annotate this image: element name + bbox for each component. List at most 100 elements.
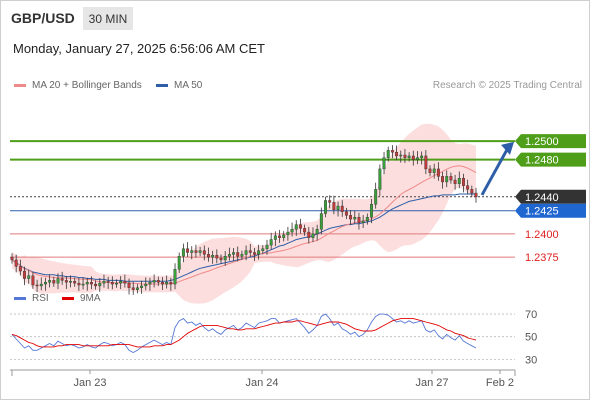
level-tag-1.2425: [515, 203, 586, 218]
candle-body: [69, 281, 72, 283]
candle-body: [89, 282, 93, 285]
x-tick-label-2: Jan 27: [415, 377, 448, 389]
level-tag-1.2440: [515, 189, 586, 204]
level-label-1.2375: 1.2375: [525, 252, 559, 264]
candle-body: [361, 220, 365, 223]
projection-arrow: [480, 147, 510, 196]
candle-body: [449, 176, 453, 181]
candle-body: [207, 254, 210, 258]
candle-body: [370, 204, 373, 218]
candle-body: [135, 287, 139, 290]
candle-body: [35, 284, 39, 287]
legend-ma50-label: MA 50: [174, 80, 203, 91]
candle-body: [344, 211, 348, 216]
candle-body: [286, 231, 290, 236]
candle-body: [56, 278, 60, 284]
candle-body: [411, 155, 415, 160]
candle-body: [257, 250, 261, 255]
candle-body: [324, 200, 327, 214]
candle-body: [390, 150, 394, 153]
candle-body: [298, 224, 302, 229]
candle-body: [119, 281, 123, 284]
candle-body: [64, 280, 68, 283]
candle-body: [94, 283, 98, 287]
candle-body: [181, 248, 185, 257]
candle-body: [52, 280, 56, 284]
candle-body: [60, 278, 64, 281]
candle-body: [177, 256, 181, 270]
legend-bollinger-label: MA 20 + Bollinger Bands: [32, 80, 142, 91]
level-label-1.2425: 1.2425: [525, 206, 559, 218]
candle-body: [219, 257, 223, 261]
rsi-ma-line: [11, 318, 477, 348]
candle-body: [424, 155, 428, 170]
level-label-1.2440: 1.2440: [525, 192, 559, 204]
ma20-line: [11, 165, 477, 285]
level-tag-1.2480: [515, 152, 586, 167]
rsi-tick-50: 50: [525, 332, 537, 344]
candle-body: [386, 150, 390, 158]
candle-body: [23, 270, 26, 279]
rsi-line: [11, 313, 477, 354]
candle-body: [457, 178, 461, 184]
x-tick-label-0: Jan 23: [73, 377, 106, 389]
candle-body: [436, 168, 440, 177]
candle-body: [156, 280, 160, 283]
candle-body: [244, 250, 248, 255]
candle-body: [202, 250, 206, 255]
timeframe-button[interactable]: 30 MIN: [83, 7, 133, 30]
level-label-1.2500: 1.2500: [525, 136, 559, 148]
datetime-label: Monday, January 27, 2025 6:56:06 AM CET: [13, 41, 265, 56]
candle-body: [319, 213, 323, 230]
legend-rsi: RSI: [14, 293, 49, 304]
candle-body: [470, 189, 474, 194]
candle-body: [248, 250, 252, 253]
candle-body: [365, 217, 369, 222]
candle-body: [115, 282, 118, 285]
candle-body: [31, 275, 35, 286]
candle-body: [290, 229, 294, 233]
candle-body: [269, 239, 273, 246]
candle-body: [240, 254, 244, 257]
candle-body: [10, 256, 14, 261]
candle-body: [332, 202, 336, 210]
candle-body: [186, 248, 190, 253]
candle-body: [453, 179, 457, 184]
candle-body: [378, 168, 382, 190]
candle-body: [227, 254, 231, 257]
candle-body: [462, 178, 465, 186]
bollinger-band: [12, 123, 476, 304]
candle-body: [18, 266, 22, 272]
candle-body: [190, 250, 194, 253]
candle-body: [307, 231, 311, 238]
candle-body: [353, 217, 357, 220]
candle-body: [144, 283, 148, 287]
candle-body: [48, 280, 52, 283]
candle-body: [474, 192, 478, 197]
candle-body: [169, 282, 173, 285]
candle-body: [14, 259, 18, 267]
candle-body: [328, 200, 332, 203]
candle-body: [428, 168, 432, 173]
level-label-1.2480: 1.2480: [525, 155, 559, 167]
x-tick-label-1: Jan 24: [245, 377, 278, 389]
candle-body: [294, 224, 298, 230]
candle-body: [265, 244, 269, 249]
projection-arrow-head: [501, 141, 514, 155]
candle-body: [131, 287, 135, 290]
candle-body: [403, 154, 407, 158]
candle-body: [173, 269, 177, 285]
candle-body: [399, 154, 403, 157]
candle-body: [77, 282, 81, 286]
candle-body: [273, 235, 277, 240]
legend-rsi-label: RSI: [32, 293, 49, 304]
candle-body: [81, 283, 85, 286]
x-tick-label-3: Feb 2: [486, 377, 514, 389]
candle-body: [416, 157, 419, 160]
legend-rsi-ma-swatch: [62, 297, 74, 300]
candle-body: [340, 205, 344, 212]
candle-body: [110, 282, 114, 285]
legend-ma50: MA 50: [156, 80, 202, 91]
level-tag-1.2500: [515, 134, 586, 149]
level-label-1.2400: 1.2400: [525, 229, 559, 241]
